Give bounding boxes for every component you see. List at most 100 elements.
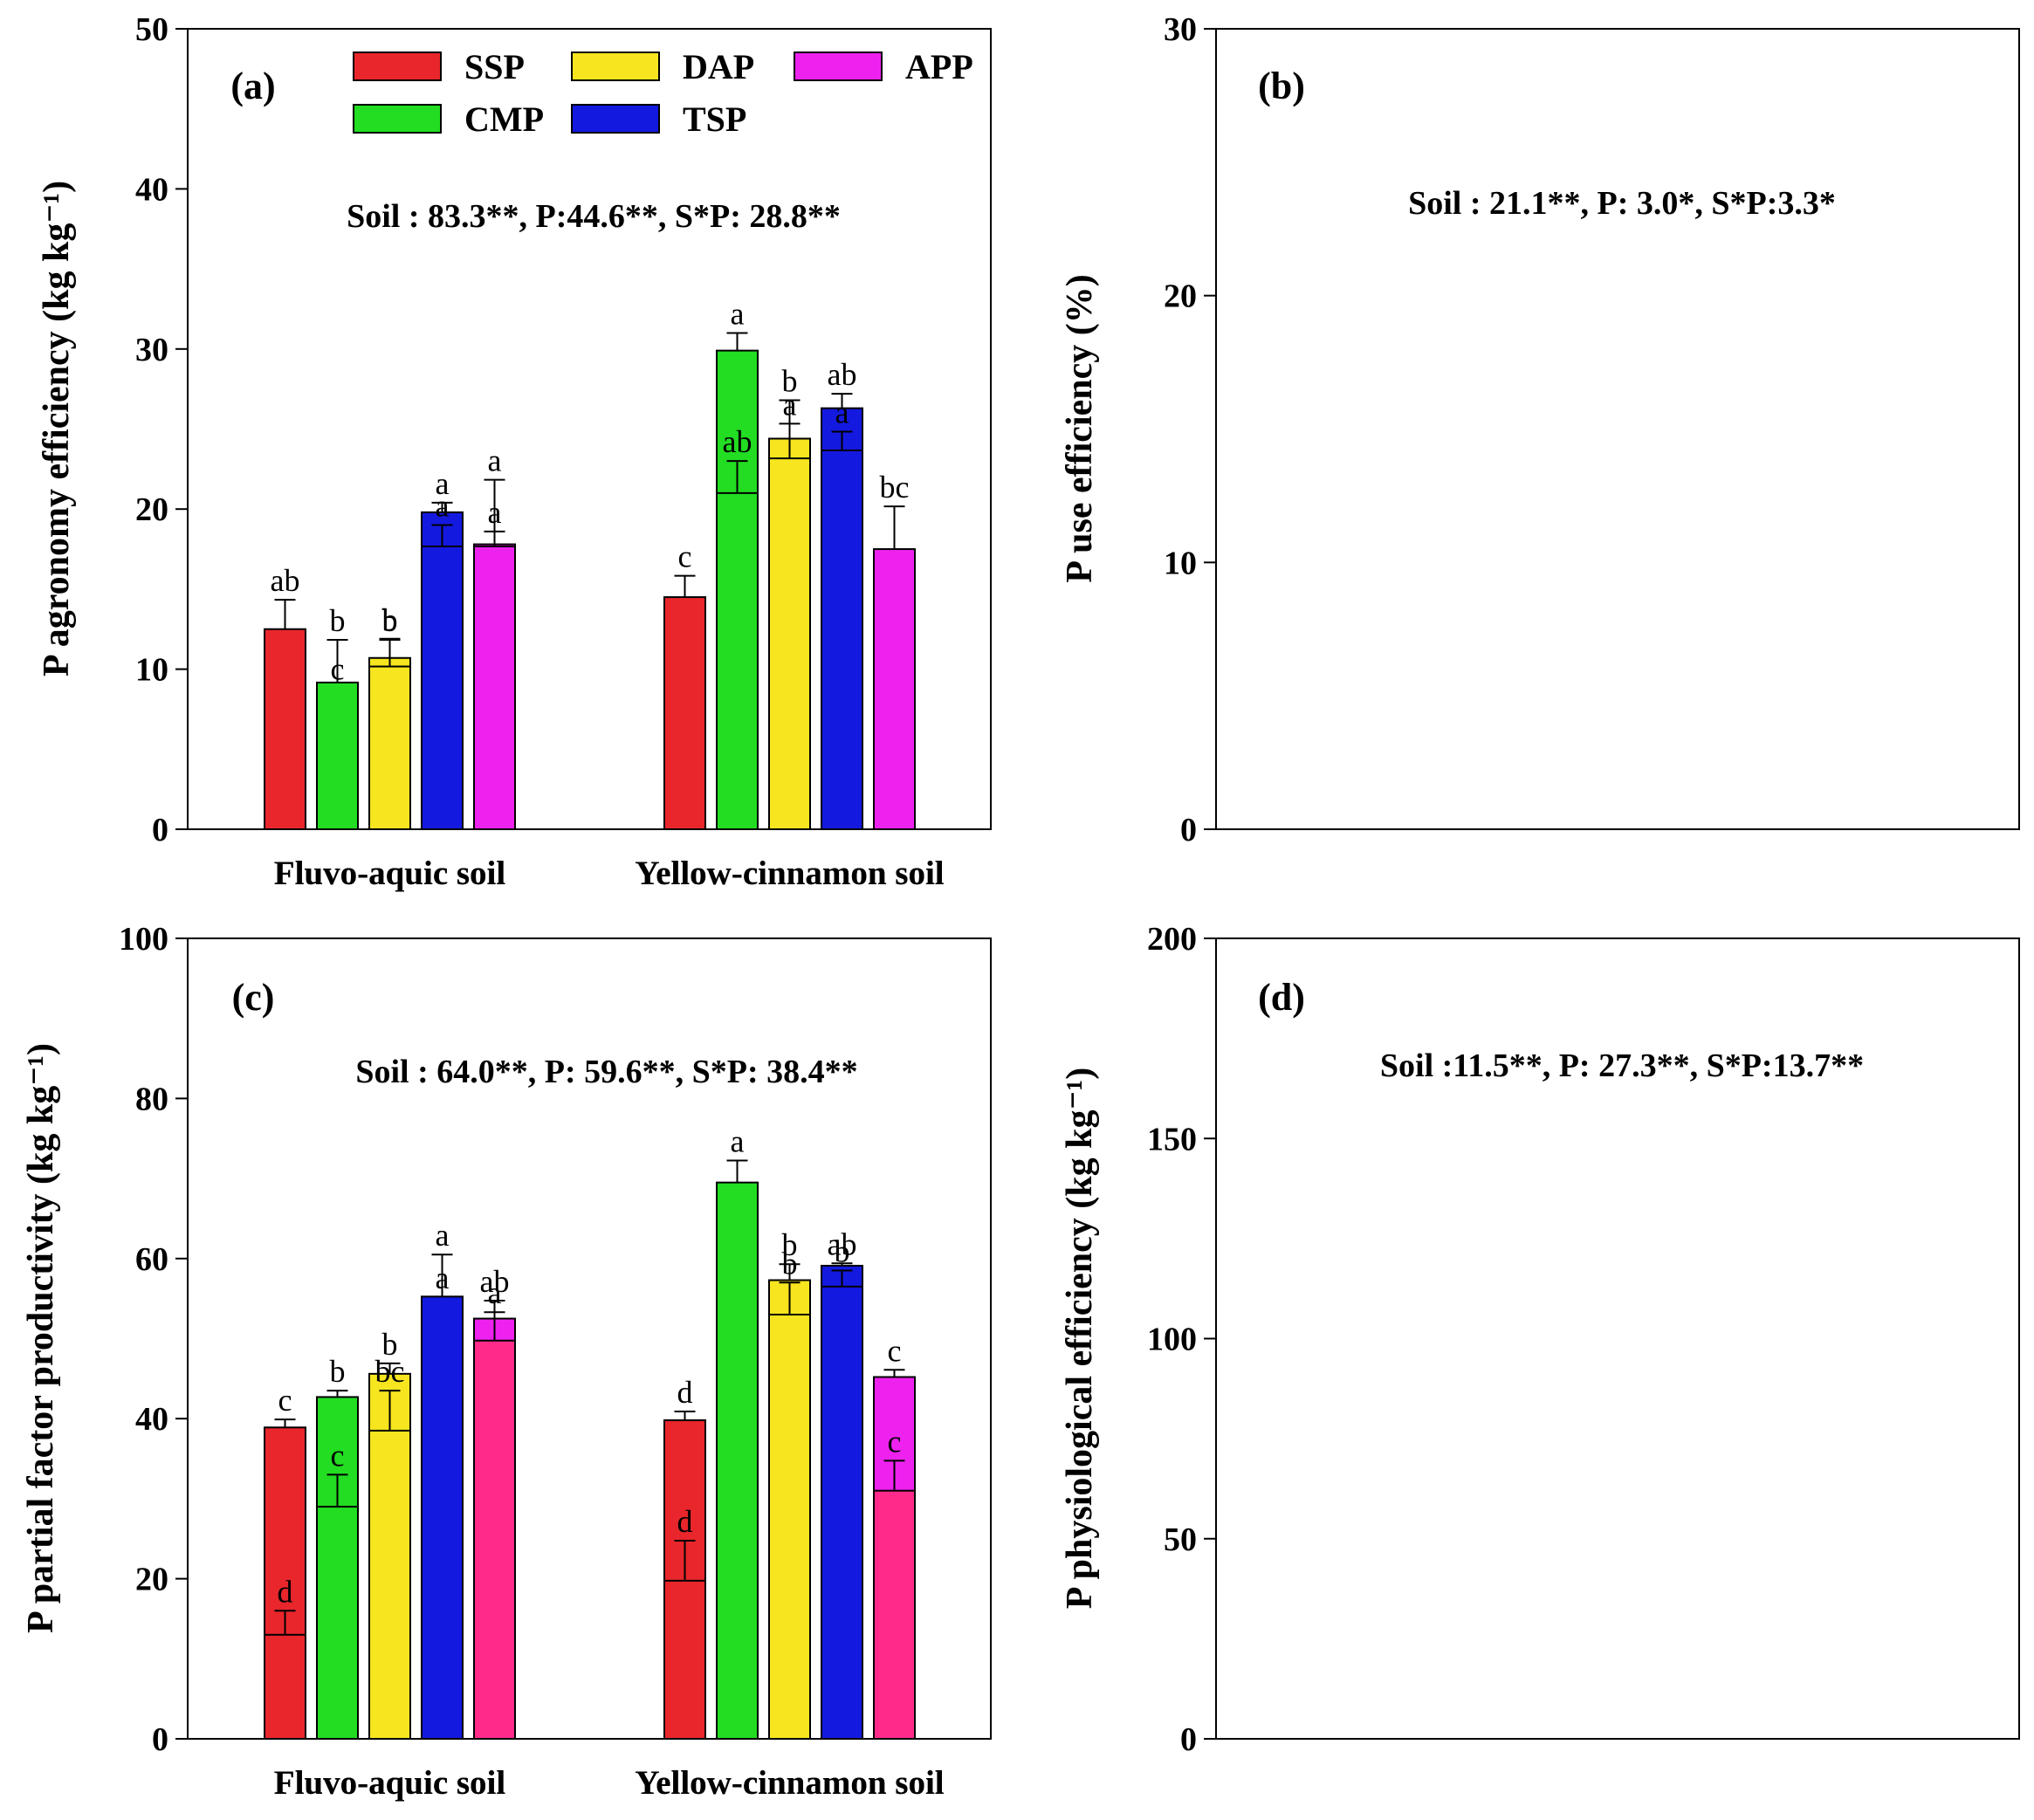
bar-tsp bbox=[421, 545, 464, 830]
y-axis-label: P use efficiency (%) bbox=[1060, 274, 1100, 582]
significance-letter: a bbox=[488, 443, 502, 478]
x-category-label: Fluvo-aquic soil bbox=[274, 1764, 506, 1802]
significance-letter: a bbox=[436, 466, 450, 501]
significance-letter: ab bbox=[480, 1264, 510, 1299]
x-category-label: Yellow-cinnamon soil bbox=[635, 855, 944, 892]
y-tick-label: 0 bbox=[1180, 1721, 1197, 1758]
significance-letter: bc bbox=[880, 470, 910, 505]
significance-letter: a bbox=[731, 296, 745, 331]
y-tick-label: 30 bbox=[135, 332, 168, 368]
y-tick-label: 30 bbox=[1164, 11, 1197, 48]
legend-label: DAP bbox=[683, 47, 754, 86]
panel-label: (d) bbox=[1258, 976, 1305, 1019]
significance-letter: b bbox=[382, 603, 398, 638]
significance-letter: b bbox=[382, 602, 398, 637]
bar-ssp bbox=[663, 1579, 706, 1740]
significance-letter: d bbox=[677, 1504, 693, 1539]
y-axis-label: P agronomy efficiency (kg kg⁻¹) bbox=[37, 181, 77, 676]
legend-swatch-app bbox=[794, 52, 883, 81]
legend-swatch-tsp bbox=[571, 104, 660, 134]
significance-letter: c bbox=[888, 1333, 902, 1368]
y-tick-label: 60 bbox=[135, 1241, 168, 1278]
bar-dap bbox=[768, 1313, 811, 1740]
bar-cmp bbox=[716, 491, 759, 830]
legend: SSP CMP DAP TSP APP bbox=[353, 47, 973, 139]
y-tick-label: 50 bbox=[135, 11, 168, 48]
significance-letter: bc bbox=[375, 1354, 405, 1389]
significance-letter: b bbox=[382, 1327, 398, 1362]
significance-letter: d bbox=[278, 1574, 293, 1609]
bar-cmp bbox=[316, 681, 359, 831]
panel-label: (a) bbox=[230, 65, 275, 107]
plot-frame bbox=[1215, 28, 2020, 830]
bar-ssp bbox=[264, 1633, 306, 1741]
bar-tsp bbox=[821, 1285, 863, 1740]
significance-letter: b bbox=[330, 603, 346, 638]
legend-swatch-ssp bbox=[353, 52, 442, 81]
y-tick-label: 20 bbox=[135, 491, 168, 528]
panel-label: (c) bbox=[232, 976, 275, 1019]
bar-dap bbox=[368, 1429, 411, 1740]
bar-app bbox=[473, 545, 516, 830]
significance-letter: a bbox=[835, 395, 849, 430]
legend-label: SSP bbox=[464, 47, 525, 86]
x-category-label: Yellow-cinnamon soil bbox=[635, 1764, 944, 1802]
significance-letter: b bbox=[330, 1354, 346, 1389]
bar-ssp bbox=[264, 628, 306, 830]
significance-letter: a bbox=[436, 1218, 450, 1253]
significance-letter: b bbox=[782, 1227, 798, 1262]
bar-cmp bbox=[316, 1506, 359, 1740]
anova-stats: Soil :11.5**, P: 27.3**, S*P:13.7** bbox=[1380, 1047, 1864, 1084]
y-tick-label: 10 bbox=[135, 652, 168, 689]
y-tick-label: 0 bbox=[152, 812, 168, 848]
y-tick-label: 20 bbox=[1164, 278, 1197, 315]
y-tick-label: 100 bbox=[1147, 1322, 1197, 1358]
plot-frame bbox=[187, 28, 992, 830]
y-tick-label: 10 bbox=[1164, 545, 1197, 581]
y-tick-label: 150 bbox=[1147, 1121, 1197, 1157]
y-tick-label: 80 bbox=[135, 1081, 168, 1117]
significance-letter: a bbox=[783, 387, 797, 422]
y-axis-label: P partial factor productivity (kg kg⁻¹) bbox=[21, 1043, 61, 1633]
bar-app bbox=[473, 1339, 516, 1740]
y-tick-label: 0 bbox=[1180, 812, 1197, 848]
anova-stats: Soil : 83.3**, P:44.6**, S*P: 28.8** bbox=[347, 198, 841, 235]
x-category-label: Yellow-cinnamon soil bbox=[635, 855, 944, 892]
significance-letter: ab bbox=[271, 563, 300, 598]
anova-stats: Soil : 64.0**, P: 59.6**, S*P: 38.4** bbox=[355, 1054, 857, 1090]
significance-letter: b bbox=[835, 1234, 850, 1269]
bar-app bbox=[873, 1489, 916, 1740]
significance-letter: b bbox=[782, 363, 798, 398]
significance-letter: a bbox=[488, 1275, 502, 1310]
bar-ssp bbox=[663, 596, 706, 830]
significance-letter: a bbox=[436, 489, 450, 524]
y-tick-label: 40 bbox=[135, 171, 168, 208]
legend-label: TSP bbox=[683, 100, 746, 139]
plot-frame bbox=[187, 937, 992, 1740]
bar-dap bbox=[768, 457, 811, 831]
significance-letter: ab bbox=[828, 1226, 857, 1261]
bar-cmp bbox=[716, 1181, 759, 1741]
y-tick-label: 20 bbox=[135, 1562, 168, 1598]
significance-letter: c bbox=[888, 1424, 902, 1459]
legend-swatch-dap bbox=[571, 52, 660, 81]
x-category-label: Fluvo-aquic soil bbox=[274, 855, 506, 892]
significance-letter: d bbox=[677, 1375, 693, 1410]
y-tick-label: 40 bbox=[135, 1401, 168, 1438]
significance-letter: ab bbox=[723, 424, 752, 459]
significance-letter: c bbox=[678, 539, 692, 574]
legend-label: CMP bbox=[464, 100, 544, 139]
y-axis-label: P physiological efficiency (kg kg⁻¹) bbox=[1060, 1068, 1100, 1609]
significance-letter: c bbox=[278, 1383, 292, 1418]
bar-dap bbox=[368, 665, 411, 830]
bar-tsp bbox=[821, 449, 863, 830]
y-tick-label: 200 bbox=[1147, 921, 1197, 958]
panel-label: (b) bbox=[1258, 65, 1305, 107]
y-tick-label: 50 bbox=[1164, 1521, 1197, 1558]
bar-app bbox=[873, 548, 916, 830]
x-category-label: Fluvo-aquic soil bbox=[274, 1764, 506, 1802]
significance-letter: a bbox=[731, 1123, 745, 1158]
